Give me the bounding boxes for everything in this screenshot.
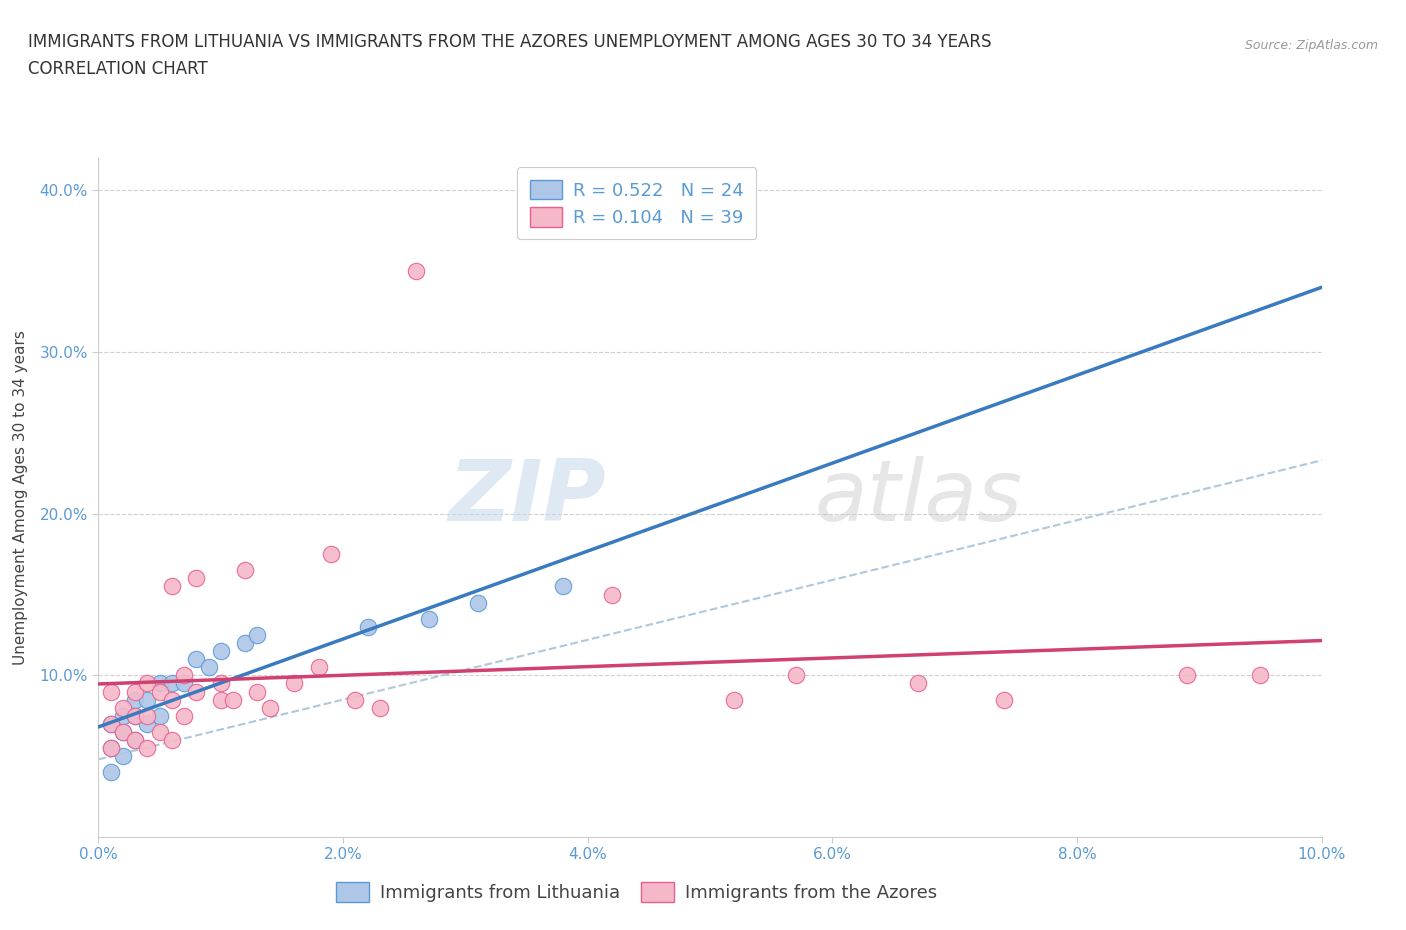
Point: [100, 740, 122, 755]
Point: [405, 264, 427, 279]
Point: [124, 684, 146, 699]
Text: IMMIGRANTS FROM LITHUANIA VS IMMIGRANTS FROM THE AZORES UNEMPLOYMENT AMONG AGES : IMMIGRANTS FROM LITHUANIA VS IMMIGRANTS …: [28, 33, 991, 50]
Text: Source: ZipAtlas.com: Source: ZipAtlas.com: [1244, 39, 1378, 52]
Point: [136, 716, 159, 731]
Point: [111, 749, 134, 764]
Point: [785, 668, 807, 683]
Legend: Immigrants from Lithuania, Immigrants from the Azores: Immigrants from Lithuania, Immigrants fr…: [329, 875, 945, 910]
Point: [173, 668, 195, 683]
Point: [160, 579, 183, 594]
Text: atlas: atlas: [814, 456, 1022, 539]
Point: [111, 709, 134, 724]
Point: [222, 692, 245, 707]
Point: [418, 611, 440, 626]
Point: [100, 764, 122, 779]
Point: [356, 619, 378, 634]
Text: ZIP: ZIP: [449, 456, 606, 539]
Point: [197, 660, 219, 675]
Point: [124, 733, 146, 748]
Point: [319, 547, 342, 562]
Point: [344, 692, 367, 707]
Point: [368, 700, 391, 715]
Point: [259, 700, 281, 715]
Point: [136, 740, 159, 755]
Point: [100, 716, 122, 731]
Point: [308, 660, 330, 675]
Point: [149, 724, 172, 739]
Point: [160, 692, 183, 707]
Point: [209, 644, 232, 658]
Point: [1249, 668, 1271, 683]
Y-axis label: Unemployment Among Ages 30 to 34 years: Unemployment Among Ages 30 to 34 years: [14, 330, 28, 665]
Text: CORRELATION CHART: CORRELATION CHART: [28, 60, 208, 78]
Point: [136, 676, 159, 691]
Point: [111, 724, 134, 739]
Point: [124, 709, 146, 724]
Point: [209, 676, 232, 691]
Point: [173, 676, 195, 691]
Point: [149, 676, 172, 691]
Point: [149, 709, 172, 724]
Point: [111, 700, 134, 715]
Point: [160, 676, 183, 691]
Point: [100, 684, 122, 699]
Point: [246, 684, 269, 699]
Point: [111, 724, 134, 739]
Point: [186, 571, 208, 586]
Point: [993, 692, 1015, 707]
Point: [124, 709, 146, 724]
Point: [124, 692, 146, 707]
Point: [246, 628, 269, 643]
Point: [233, 635, 256, 650]
Point: [100, 716, 122, 731]
Point: [553, 579, 575, 594]
Point: [149, 684, 172, 699]
Point: [467, 595, 489, 610]
Point: [723, 692, 745, 707]
Point: [124, 733, 146, 748]
Point: [186, 684, 208, 699]
Point: [160, 733, 183, 748]
Point: [209, 692, 232, 707]
Point: [600, 587, 623, 602]
Point: [233, 563, 256, 578]
Point: [907, 676, 929, 691]
Point: [136, 709, 159, 724]
Point: [100, 740, 122, 755]
Point: [186, 652, 208, 667]
Point: [283, 676, 305, 691]
Point: [173, 709, 195, 724]
Point: [136, 692, 159, 707]
Point: [1175, 668, 1198, 683]
